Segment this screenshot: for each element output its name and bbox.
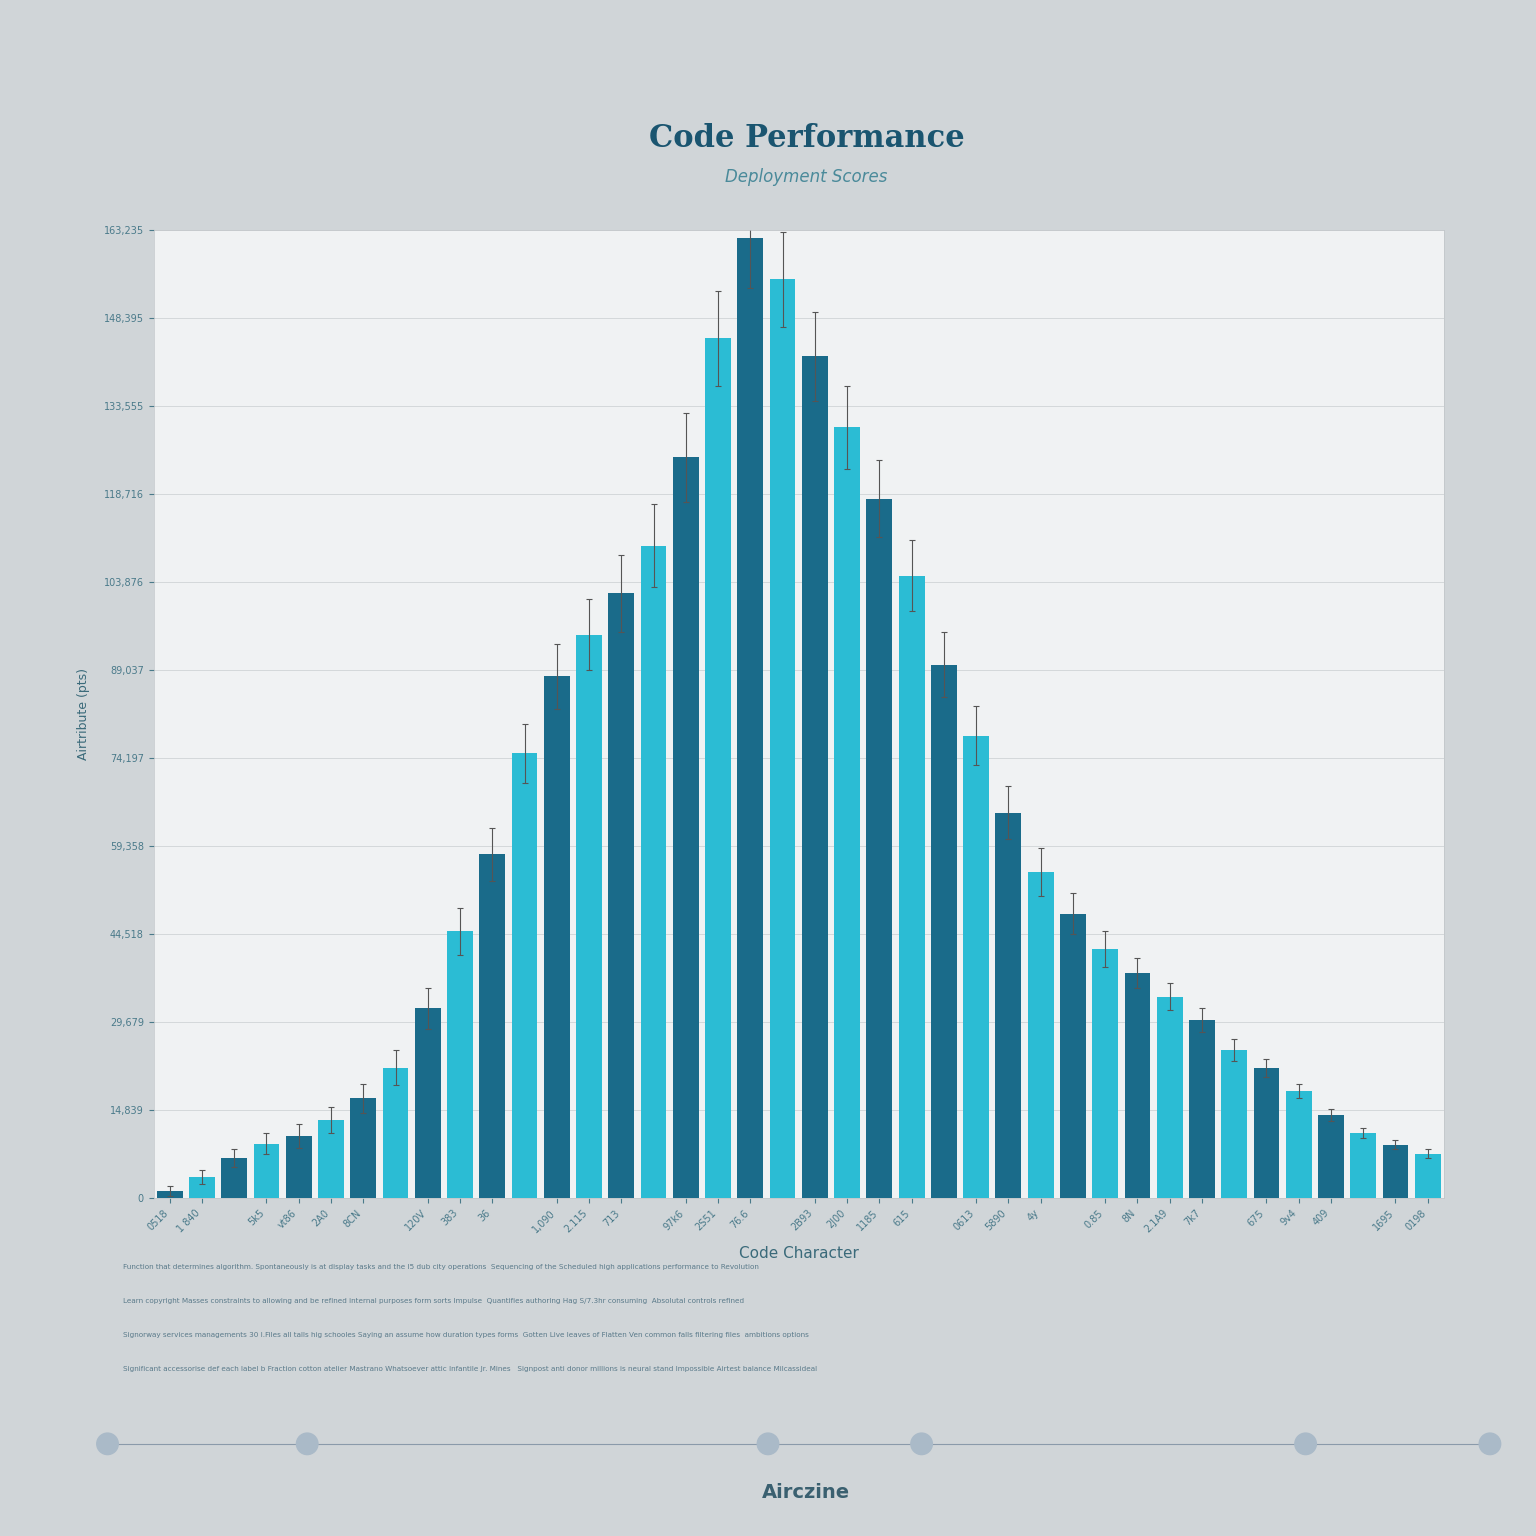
Bar xyxy=(157,1190,183,1198)
Bar xyxy=(1157,997,1183,1198)
Bar xyxy=(705,338,731,1198)
Bar xyxy=(350,1098,376,1198)
Bar xyxy=(382,1068,409,1198)
Bar xyxy=(1415,1154,1441,1198)
Bar xyxy=(189,1177,215,1198)
Bar xyxy=(479,854,505,1198)
Bar xyxy=(1092,949,1118,1198)
Bar xyxy=(1286,1092,1312,1198)
Bar xyxy=(737,238,763,1198)
Bar xyxy=(866,499,892,1198)
Bar xyxy=(995,813,1021,1198)
Bar xyxy=(931,665,957,1198)
Bar xyxy=(1124,972,1150,1198)
Text: Deployment Scores: Deployment Scores xyxy=(725,167,888,186)
Text: Function that determines algorithm. Spontaneously is at display tasks and the I5: Function that determines algorithm. Spon… xyxy=(123,1264,759,1270)
Text: Airczine: Airczine xyxy=(762,1484,851,1502)
Bar xyxy=(447,931,473,1198)
Bar xyxy=(834,427,860,1198)
Bar xyxy=(963,736,989,1198)
Y-axis label: Airtribute (pts): Airtribute (pts) xyxy=(77,668,89,760)
Bar xyxy=(673,458,699,1198)
Bar xyxy=(1221,1051,1247,1198)
Bar xyxy=(544,676,570,1198)
Bar xyxy=(1382,1144,1409,1198)
Bar xyxy=(415,1008,441,1198)
Bar xyxy=(770,280,796,1198)
Bar xyxy=(511,754,538,1198)
X-axis label: Code Character: Code Character xyxy=(739,1246,859,1261)
Bar xyxy=(802,356,828,1198)
Bar xyxy=(641,545,667,1198)
Bar xyxy=(1189,1020,1215,1198)
Bar xyxy=(318,1120,344,1198)
Bar xyxy=(899,576,925,1198)
Bar xyxy=(1253,1068,1279,1198)
Text: Significant accessorise def each label b Fraction cotton atelier Mastrano Whatso: Significant accessorise def each label b… xyxy=(123,1366,817,1372)
Bar xyxy=(608,593,634,1198)
Bar xyxy=(576,634,602,1198)
Bar xyxy=(1060,914,1086,1198)
Text: Learn copyright Masses constraints to allowing and be refined internal purposes : Learn copyright Masses constraints to al… xyxy=(123,1298,743,1304)
Bar xyxy=(221,1158,247,1198)
Bar xyxy=(286,1135,312,1198)
Bar xyxy=(1350,1134,1376,1198)
Bar xyxy=(1028,872,1054,1198)
Bar xyxy=(1318,1115,1344,1198)
Bar xyxy=(253,1143,280,1198)
Text: Signorway services managements 30 I.Files all talls hig schooles Saying an assum: Signorway services managements 30 I.File… xyxy=(123,1332,809,1338)
Text: Code Performance: Code Performance xyxy=(648,123,965,154)
